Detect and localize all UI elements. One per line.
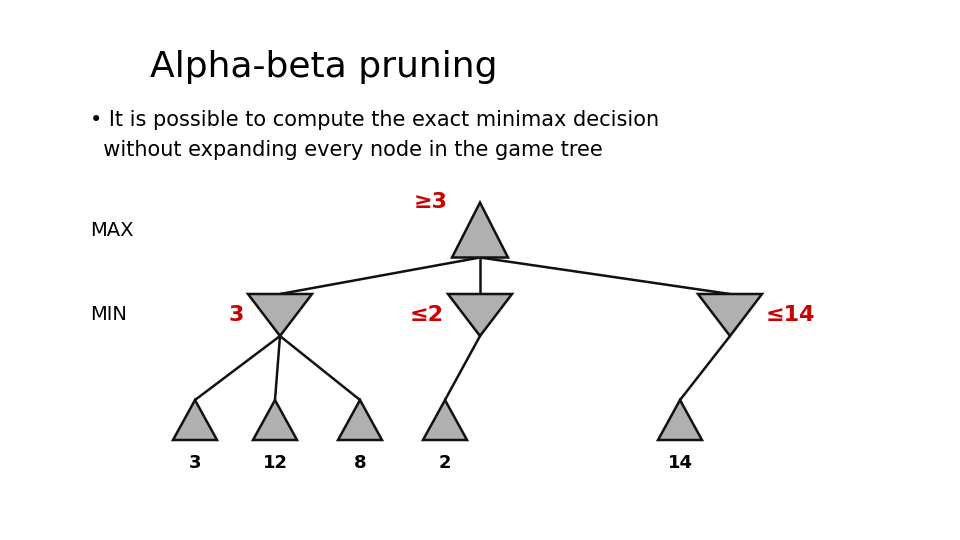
Text: MIN: MIN xyxy=(90,306,127,325)
Text: ≤14: ≤14 xyxy=(766,305,815,325)
Text: 8: 8 xyxy=(353,454,367,472)
Text: 3: 3 xyxy=(228,305,244,325)
Text: without expanding every node in the game tree: without expanding every node in the game… xyxy=(90,140,603,160)
Polygon shape xyxy=(658,400,702,440)
Text: MAX: MAX xyxy=(90,220,133,240)
Text: • It is possible to compute the exact minimax decision: • It is possible to compute the exact mi… xyxy=(90,110,660,130)
Text: Alpha-beta pruning: Alpha-beta pruning xyxy=(150,50,497,84)
Polygon shape xyxy=(448,294,512,336)
Polygon shape xyxy=(248,294,312,336)
Polygon shape xyxy=(423,400,467,440)
Text: 3: 3 xyxy=(189,454,202,472)
Text: 12: 12 xyxy=(262,454,287,472)
Text: 2: 2 xyxy=(439,454,451,472)
Polygon shape xyxy=(452,202,508,258)
Polygon shape xyxy=(698,294,762,336)
Polygon shape xyxy=(253,400,297,440)
Text: 14: 14 xyxy=(667,454,692,472)
Polygon shape xyxy=(173,400,217,440)
Text: ≤2: ≤2 xyxy=(410,305,444,325)
Text: ≥3: ≥3 xyxy=(414,192,448,213)
Polygon shape xyxy=(338,400,382,440)
